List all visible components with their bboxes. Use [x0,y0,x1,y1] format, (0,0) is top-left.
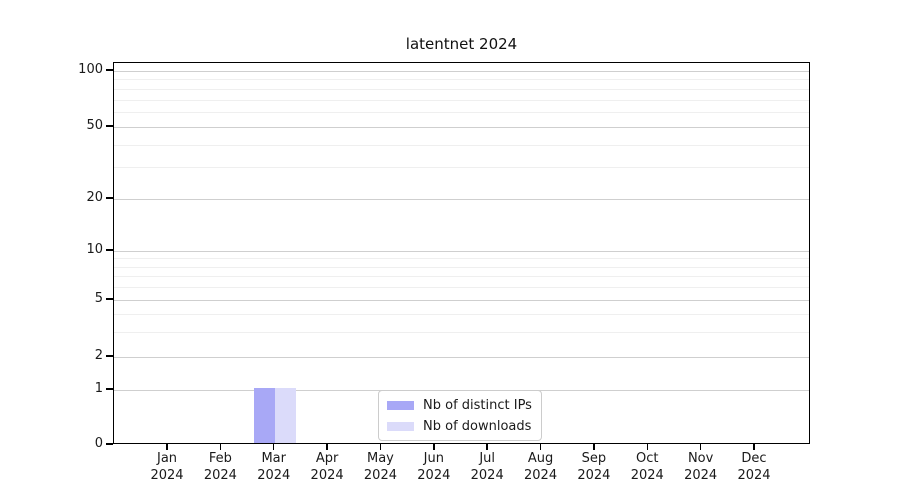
y-tick-mark [106,355,113,357]
legend-label-downloads: Nb of downloads [423,418,532,434]
bar-nb-of-downloads [274,388,296,443]
y-gridline-minor [114,89,809,90]
y-gridline-minor [114,331,809,333]
y-tick-label: 50 [86,117,103,133]
x-tick-label: Mar 2024 [257,451,291,483]
y-gridline-major [114,250,809,252]
y-tick-label: 5 [94,290,103,306]
x-tick-mark [753,444,755,450]
y-tick-label: 20 [86,189,103,205]
legend: Nb of distinct IPs Nb of downloads [378,390,542,441]
y-tick-label: 0 [94,436,103,451]
y-gridline-major [114,126,809,128]
x-tick-mark [646,444,649,450]
x-tick-label: May 2024 [363,451,397,483]
legend-row-downloads: Nb of downloads [387,417,532,435]
y-gridline-major [114,198,809,200]
y-tick-mark [106,298,113,300]
y-tick-label: 1 [94,380,103,396]
x-tick-mark [539,444,542,450]
y-tick-mark [106,125,113,127]
y-gridline-minor [114,99,809,101]
y-gridline-minor [114,276,809,278]
plot-area [113,62,810,444]
chart-title: latentnet 2024 [405,35,518,53]
legend-label-distinct-ips: Nb of distinct IPs [423,397,532,413]
x-tick-label: Jun 2024 [417,451,451,483]
x-tick-mark [486,444,488,450]
x-tick-label: Jan 2024 [150,451,184,483]
x-tick-label: Nov 2024 [684,451,718,483]
downloads-swatch-icon [387,421,414,431]
y-gridline-major [114,70,809,72]
x-tick-mark [433,444,435,450]
y-tick-mark [106,249,113,251]
bar-nb-of-distinct-ips [253,388,275,443]
legend-row-distinct-ips: Nb of distinct IPs [387,396,532,414]
x-tick-label: Feb 2024 [203,451,237,483]
y-gridline-minor [114,112,809,114]
x-tick-label: Jul 2024 [470,451,504,483]
x-tick-label: Dec 2024 [737,451,771,483]
y-tick-mark [106,443,113,445]
x-tick-mark [593,444,595,450]
y-gridline-minor [114,144,809,146]
y-gridline-minor [114,79,809,81]
y-tick-mark [106,388,113,390]
x-tick-mark [379,444,382,450]
x-tick-mark [326,444,328,450]
y-tick-label: 2 [94,347,103,363]
x-tick-mark [272,444,275,450]
x-tick-label: Aug 2024 [524,451,558,483]
y-gridline-major [114,356,809,358]
x-tick-label: Apr 2024 [310,451,344,483]
y-gridline-minor [114,266,809,268]
x-tick-mark [166,444,168,450]
y-tick-mark [106,69,113,71]
y-gridline-major [114,299,809,301]
x-tick-label: Sep 2024 [577,451,611,483]
distinct-ips-swatch-icon [387,400,414,410]
y-tick-label: 100 [78,61,103,77]
y-tick-mark [106,197,113,199]
y-tick-label: 10 [86,241,103,257]
y-gridline-minor [114,167,809,169]
x-tick-mark [219,444,222,450]
y-gridline-minor [114,287,809,289]
x-tick-label: Oct 2024 [630,451,664,483]
y-gridline-minor [114,313,809,315]
y-gridline-minor [114,258,809,260]
x-tick-mark [699,444,702,450]
